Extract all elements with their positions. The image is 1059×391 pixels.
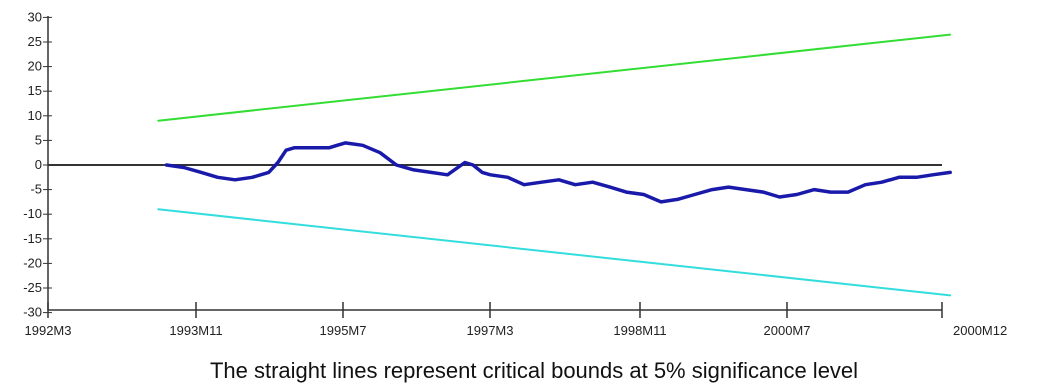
y-tick-label: -30: [23, 305, 42, 320]
y-axis: 30 25 20 15 10 5 0 -5 -10 -15 -20 -25 -30: [23, 9, 52, 320]
statistic-line: [164, 141, 952, 204]
x-tick-label: 1998M11: [613, 323, 666, 338]
series-layer: [157, 33, 952, 297]
y-tick-label: -5: [30, 182, 42, 197]
x-tick-label: 1992M3: [25, 323, 72, 338]
y-tick-label: 20: [28, 59, 42, 74]
x-tick-label: 1993M11: [169, 323, 222, 338]
x-tick-label: 1995M7: [320, 323, 367, 338]
chart-caption: The straight lines represent critical bo…: [210, 358, 858, 383]
y-tick-label: 30: [28, 9, 42, 24]
y-tick-label: 25: [28, 34, 42, 49]
y-tick-label: 15: [28, 83, 42, 98]
x-tick-label: 2000M12: [953, 323, 1007, 338]
upper-bound-line: [157, 33, 952, 122]
x-tick-label: 1997M3: [467, 323, 514, 338]
y-tick-label: -15: [23, 231, 42, 246]
y-tick-label: 0: [35, 157, 42, 172]
y-tick-label: -10: [23, 206, 42, 221]
y-tick-label: -25: [23, 280, 42, 295]
y-tick-label: 10: [28, 108, 42, 123]
x-axis: 1992M3 1993M11 1995M7 1997M3 1998M11 2000M7 20…: [25, 302, 1007, 338]
y-tick-label: -20: [23, 255, 42, 270]
y-tick-label: 5: [35, 132, 42, 147]
lower-bound-line: [157, 208, 952, 297]
x-tick-label: 2000M7: [764, 323, 811, 338]
